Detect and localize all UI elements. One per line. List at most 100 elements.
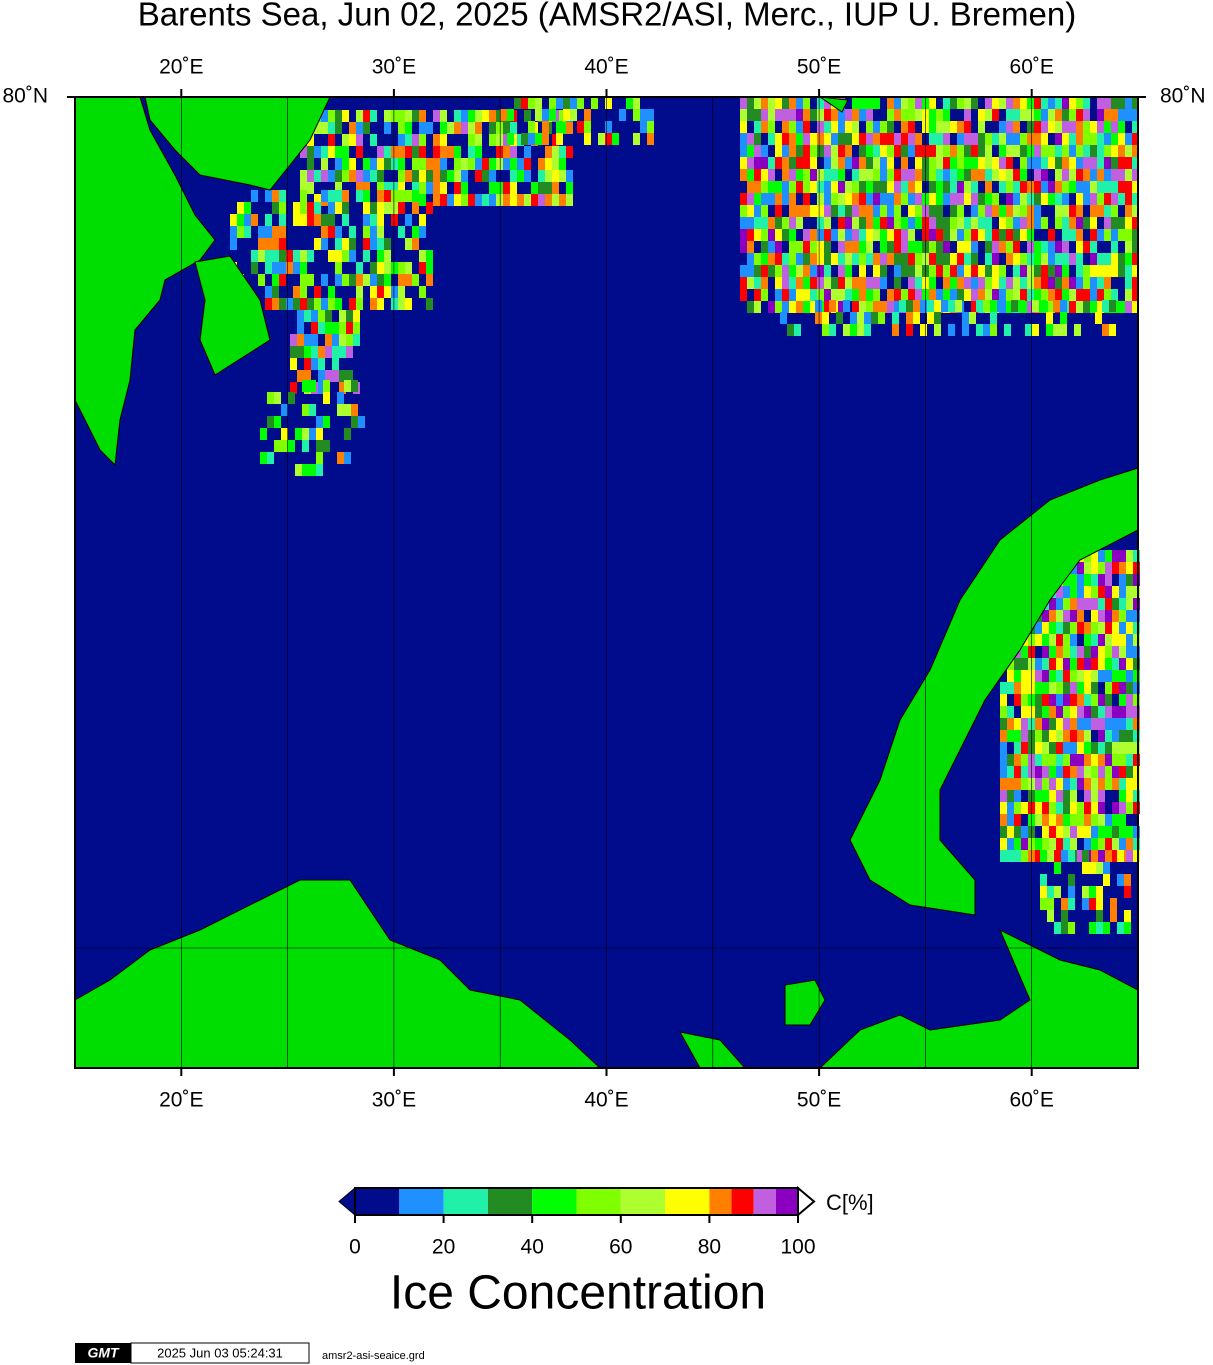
ice-cell [1042, 646, 1049, 658]
ice-cell [1098, 646, 1105, 658]
ice-cell [447, 146, 454, 158]
graticule [75, 97, 1138, 1068]
ice-cell [1133, 730, 1140, 742]
ice-cell [1090, 265, 1097, 277]
x-tick-label-top: 60˚E [1010, 56, 1054, 79]
ice-cell [901, 145, 908, 157]
ice-cell [1006, 277, 1013, 289]
ice-cell [1034, 193, 1041, 205]
ice-cell [1105, 730, 1112, 742]
ice-cell [901, 241, 908, 253]
ice-cell [1112, 670, 1119, 682]
ice-cell [412, 274, 419, 286]
ice-cell [789, 121, 796, 133]
ice-cell [1034, 241, 1041, 253]
ice-cell [1125, 193, 1132, 205]
ice-cell [1048, 97, 1055, 109]
ice-cell [803, 265, 810, 277]
ice-cell [859, 217, 866, 229]
ice-cell [964, 277, 971, 289]
ice-cell [852, 97, 859, 109]
ice-cell [325, 322, 332, 334]
ice-cell [1076, 277, 1083, 289]
ice-cell [258, 238, 265, 250]
ice-cell [391, 158, 398, 170]
ice-cell [279, 214, 286, 226]
ice-cell [866, 133, 873, 145]
ice-cell [295, 428, 302, 440]
ice-cell [1096, 898, 1103, 910]
ice-cell [817, 121, 824, 133]
ice-cell [747, 265, 754, 277]
ice-cell [894, 193, 901, 205]
ice-cell [1007, 754, 1014, 766]
ice-cell [948, 300, 955, 312]
ice-cell [342, 110, 349, 122]
ice-cell [1104, 277, 1111, 289]
ice-cell [1091, 658, 1098, 670]
ice-cell [1049, 706, 1056, 718]
ice-cell [398, 122, 405, 134]
ice-cell [1091, 634, 1098, 646]
ice-cell [990, 312, 997, 324]
ice-cell [901, 169, 908, 181]
ice-cell [1041, 253, 1048, 265]
ice-cell [1112, 826, 1119, 838]
ice-cell [344, 452, 351, 464]
ice-cell [852, 241, 859, 253]
ice-cell [426, 158, 433, 170]
ice-cell [1068, 850, 1075, 862]
ice-cell [542, 121, 549, 133]
ice-cell [1126, 550, 1133, 562]
ice-cell [1000, 838, 1007, 850]
ice-cell [747, 301, 754, 313]
ice-cell [1006, 121, 1013, 133]
ice-cell [1077, 610, 1084, 622]
ice-cell [489, 134, 496, 146]
ice-cell [866, 157, 873, 169]
gmt-logo [75, 1343, 131, 1363]
ice-cell [803, 181, 810, 193]
ice-cell [768, 181, 775, 193]
ice-cell [873, 277, 880, 289]
ice-cell [412, 158, 419, 170]
ice-cell [356, 274, 363, 286]
ice-cell [288, 392, 295, 404]
ice-cell [845, 121, 852, 133]
ice-cell [279, 274, 286, 286]
ice-cell [412, 202, 419, 214]
ice-cell [761, 241, 768, 253]
ice-cell [1041, 169, 1048, 181]
ice-cell [1111, 217, 1118, 229]
ice-cell [1048, 265, 1055, 277]
ice-cell [279, 190, 286, 202]
ice-cell [1000, 730, 1007, 742]
ice-cell [887, 193, 894, 205]
ice-cell [1119, 670, 1126, 682]
ice-cell [1007, 826, 1014, 838]
ice-cell [1118, 301, 1125, 313]
ice-cell [1014, 766, 1021, 778]
ice-cell [838, 157, 845, 169]
ice-cell [1041, 289, 1048, 301]
ice-cell [1013, 109, 1020, 121]
ice-cell [964, 121, 971, 133]
ice-cell [321, 190, 328, 202]
ice-cell [997, 300, 1004, 312]
ice-cell [1090, 253, 1097, 265]
ice-cell [908, 277, 915, 289]
ice-cell [1048, 277, 1055, 289]
ice-cell [775, 145, 782, 157]
ice-cell [353, 322, 360, 334]
ice-cell [1083, 241, 1090, 253]
ice-cell [1049, 598, 1056, 610]
ice-cell [1117, 874, 1124, 886]
ice-cell [1069, 121, 1076, 133]
ice-cell [831, 145, 838, 157]
ice-cell [1042, 622, 1049, 634]
ice-cell [531, 194, 538, 206]
ice-cell [943, 289, 950, 301]
ice-cell [1063, 838, 1070, 850]
ice-cell [339, 310, 346, 322]
ice-cell [1000, 694, 1007, 706]
